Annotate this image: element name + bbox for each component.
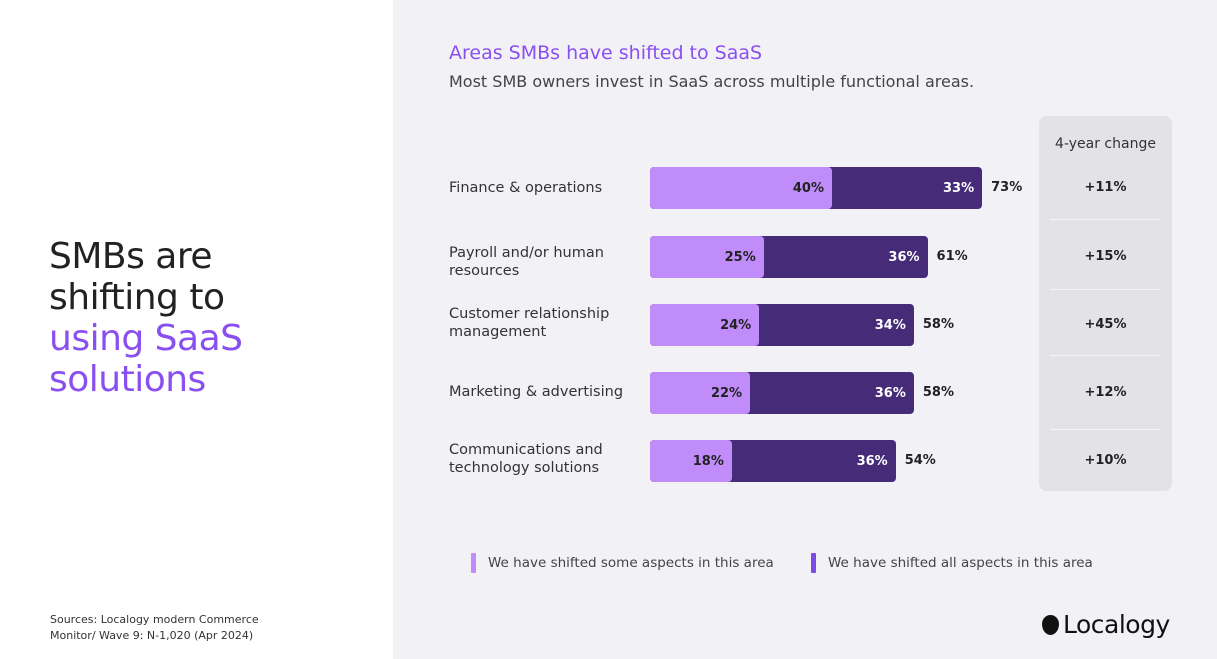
legend-swatch bbox=[811, 553, 816, 573]
data-label: 34% bbox=[874, 317, 906, 333]
change-column bbox=[1039, 116, 1172, 491]
data-label: 40% bbox=[792, 180, 824, 196]
change-value: +45% bbox=[1084, 317, 1127, 332]
logo-text: Localogy bbox=[1063, 610, 1170, 639]
headline-line: SMBs are bbox=[49, 236, 213, 277]
data-label: 36% bbox=[856, 453, 888, 469]
change-value: +15% bbox=[1084, 249, 1127, 264]
data-label: 25% bbox=[724, 249, 756, 265]
data-label: 18% bbox=[692, 453, 724, 469]
left-panel: SMBs are shifting to using SaaS solution… bbox=[0, 0, 393, 659]
legend-swatch bbox=[471, 553, 476, 573]
bar-shifted-some: 22% bbox=[650, 372, 751, 414]
bar-shifted-some: 24% bbox=[650, 304, 760, 346]
chart-subtitle: Most SMB owners invest in SaaS across mu… bbox=[449, 72, 975, 91]
headline: SMBs are shifting to using SaaS solution… bbox=[49, 236, 243, 400]
localogy-logo: Localogy bbox=[1042, 610, 1170, 639]
category-label: Communications and technology solutions bbox=[449, 442, 603, 476]
data-label: 33% bbox=[943, 180, 975, 196]
change-value: +10% bbox=[1084, 453, 1127, 468]
category-label: Marketing & advertising bbox=[449, 384, 624, 400]
headline-accent: solutions bbox=[49, 359, 206, 400]
legend-item-all: We have shifted all aspects in this area bbox=[811, 553, 1093, 573]
total-label: 73% bbox=[991, 180, 1023, 195]
bar-shifted-some: 18% bbox=[650, 440, 732, 482]
change-divider bbox=[1050, 429, 1160, 430]
map-pin-icon bbox=[1042, 614, 1059, 635]
category-label: Customer relationship management bbox=[449, 306, 610, 340]
change-divider bbox=[1050, 289, 1160, 290]
data-label: 24% bbox=[720, 317, 752, 333]
legend-label: We have shifted all aspects in this area bbox=[828, 555, 1093, 571]
legend-item-some: We have shifted some aspects in this are… bbox=[471, 553, 774, 573]
change-divider bbox=[1050, 355, 1160, 356]
data-label: 36% bbox=[888, 249, 920, 265]
data-label: 22% bbox=[710, 385, 743, 401]
bar-shifted-some: 25% bbox=[650, 236, 764, 278]
category-label: Payroll and/or human resources bbox=[449, 245, 604, 279]
legend-label: We have shifted some aspects in this are… bbox=[488, 555, 774, 571]
headline-accent: using SaaS bbox=[49, 318, 243, 359]
sources-line: Monitor/ Wave 9: N-1,020 (Apr 2024) bbox=[50, 629, 254, 642]
headline-line: shifting to bbox=[49, 277, 225, 318]
chart-title: Areas SMBs have shifted to SaaS bbox=[449, 42, 763, 64]
total-label: 54% bbox=[904, 453, 936, 468]
sources-line: Sources: Localogy modern Commerce bbox=[50, 613, 259, 626]
total-label: 58% bbox=[922, 385, 955, 400]
change-value: +12% bbox=[1084, 385, 1127, 400]
change-value: +11% bbox=[1084, 180, 1127, 195]
bar-shifted-some: 40% bbox=[650, 167, 832, 209]
sources-note: Sources: Localogy modern Commerce Monito… bbox=[50, 612, 259, 644]
change-header: 4-year change bbox=[1055, 136, 1156, 152]
category-label: Finance & operations bbox=[449, 180, 603, 196]
change-divider bbox=[1050, 219, 1160, 220]
total-label: 58% bbox=[922, 317, 955, 332]
total-label: 61% bbox=[936, 249, 968, 264]
data-label: 36% bbox=[874, 385, 906, 401]
